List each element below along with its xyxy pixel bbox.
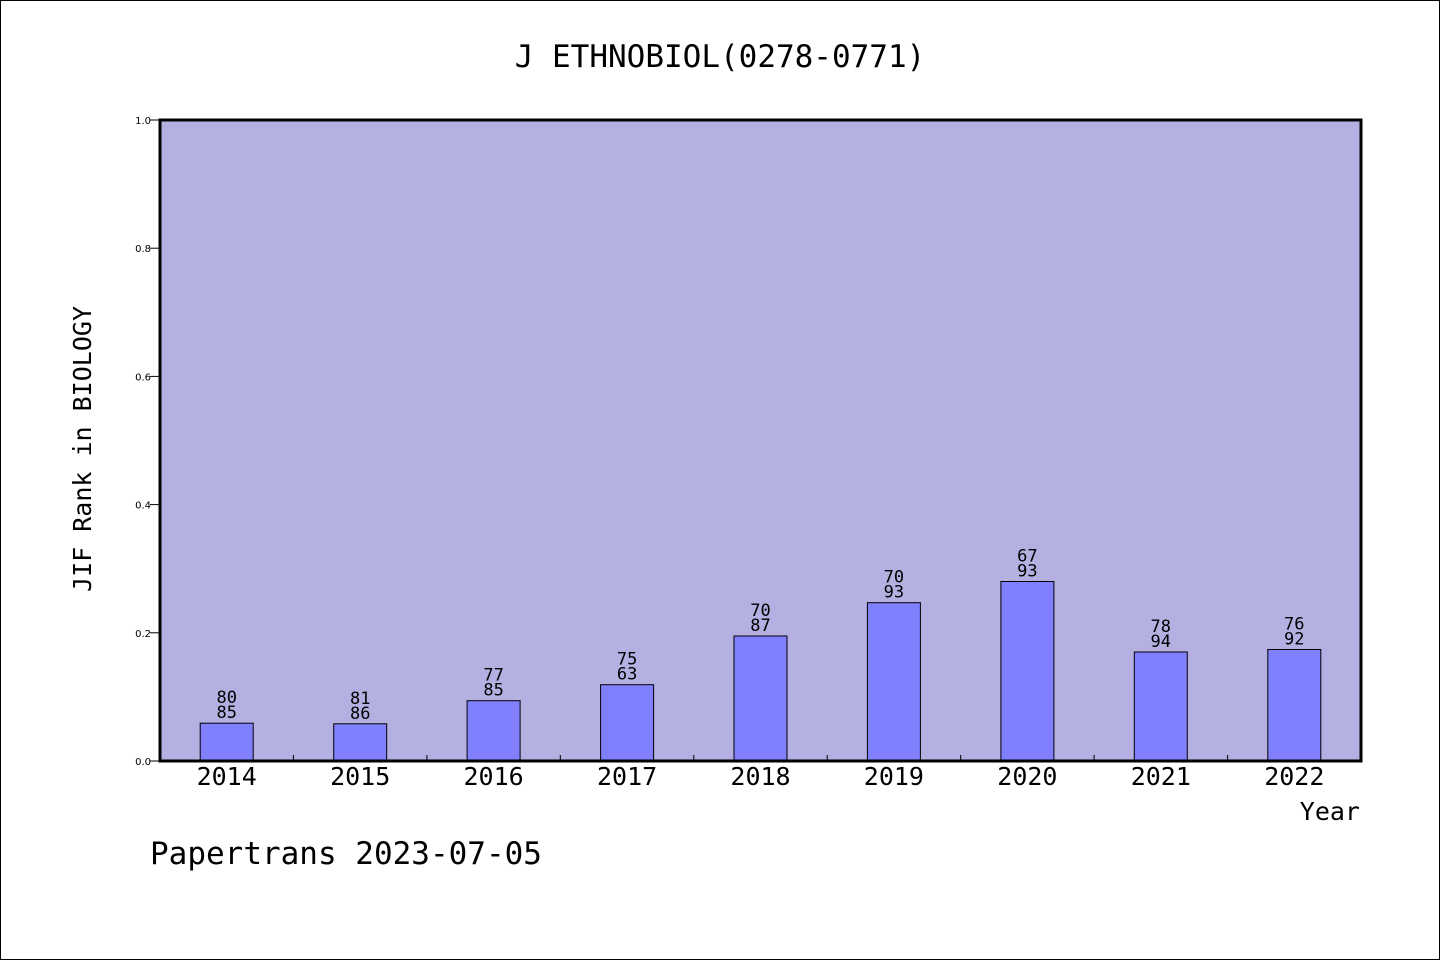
bar-2014 [199, 722, 254, 762]
x-axis-label: Year [1300, 797, 1360, 826]
bar-2020 [1000, 581, 1055, 762]
bar-2016 [466, 700, 521, 762]
bar-rank-label-2019: 70 [884, 568, 904, 588]
bar-2015 [333, 723, 388, 762]
y-tick-label: 1.0 [135, 116, 151, 127]
y-tick-label: 0.6 [135, 372, 151, 383]
bar-total-label-2016: 85 [483, 681, 503, 701]
footer-credit: Papertrans 2023-07-05 [150, 836, 542, 872]
chart-title: J ETHNOBIOL(0278-0771) [515, 39, 926, 75]
x-tick-label-2016: 2016 [463, 762, 523, 791]
x-axis-ticks: 2014 2015 2016 2017 2018 2019 2020 2021 2022 [197, 755, 1324, 791]
y-axis-label: JIF Rank in BIOLOGY [68, 306, 97, 592]
x-tick-label-2017: 2017 [597, 762, 657, 791]
bar-total-label-2017: 63 [617, 665, 637, 685]
bar-total-label-2019: 93 [884, 583, 904, 603]
bar-rank-label-2020: 67 [1017, 547, 1037, 567]
x-tick-label-2022: 2022 [1264, 762, 1324, 791]
bar-2018 [733, 635, 788, 762]
x-tick-label-2014: 2014 [197, 762, 257, 791]
bar-total-label-2018: 87 [750, 616, 770, 636]
y-tick-label: 0.4 [135, 501, 151, 512]
bar-rank-label-2015: 81 [350, 689, 370, 709]
bar-rank-label-2017: 75 [617, 650, 637, 670]
y-tick-label: 0.0 [135, 757, 151, 768]
y-tick-label: 0.2 [135, 629, 151, 640]
x-tick-label-2019: 2019 [864, 762, 924, 791]
plot-border [158, 118, 1363, 763]
bar-2021 [1133, 651, 1188, 762]
bar-total-label-2021: 94 [1151, 632, 1171, 652]
bar-2022 [1267, 649, 1322, 762]
y-axis-ticks: 0.0 0.2 0.4 0.6 0.8 1.0 [135, 116, 160, 768]
bar-rank-label-2021: 78 [1151, 617, 1171, 637]
x-tick-label-2015: 2015 [330, 762, 390, 791]
bar-2017 [600, 684, 655, 762]
bar-rank-label-2014: 80 [216, 688, 236, 708]
bar-rank-label-2016: 77 [483, 666, 503, 686]
bar-2019 [866, 602, 921, 762]
x-tick-label-2018: 2018 [730, 762, 790, 791]
bar-total-label-2014: 85 [216, 703, 236, 723]
bar-total-label-2015: 86 [350, 704, 370, 724]
bar-rank-label-2018: 70 [750, 601, 770, 621]
x-tick-label-2020: 2020 [997, 762, 1057, 791]
bar-rank-label-2022: 76 [1284, 615, 1304, 635]
bar-total-label-2020: 93 [1017, 562, 1037, 582]
bar-total-label-2022: 92 [1284, 630, 1304, 650]
x-tick-label-2021: 2021 [1131, 762, 1191, 791]
y-tick-label: 0.8 [135, 244, 151, 255]
